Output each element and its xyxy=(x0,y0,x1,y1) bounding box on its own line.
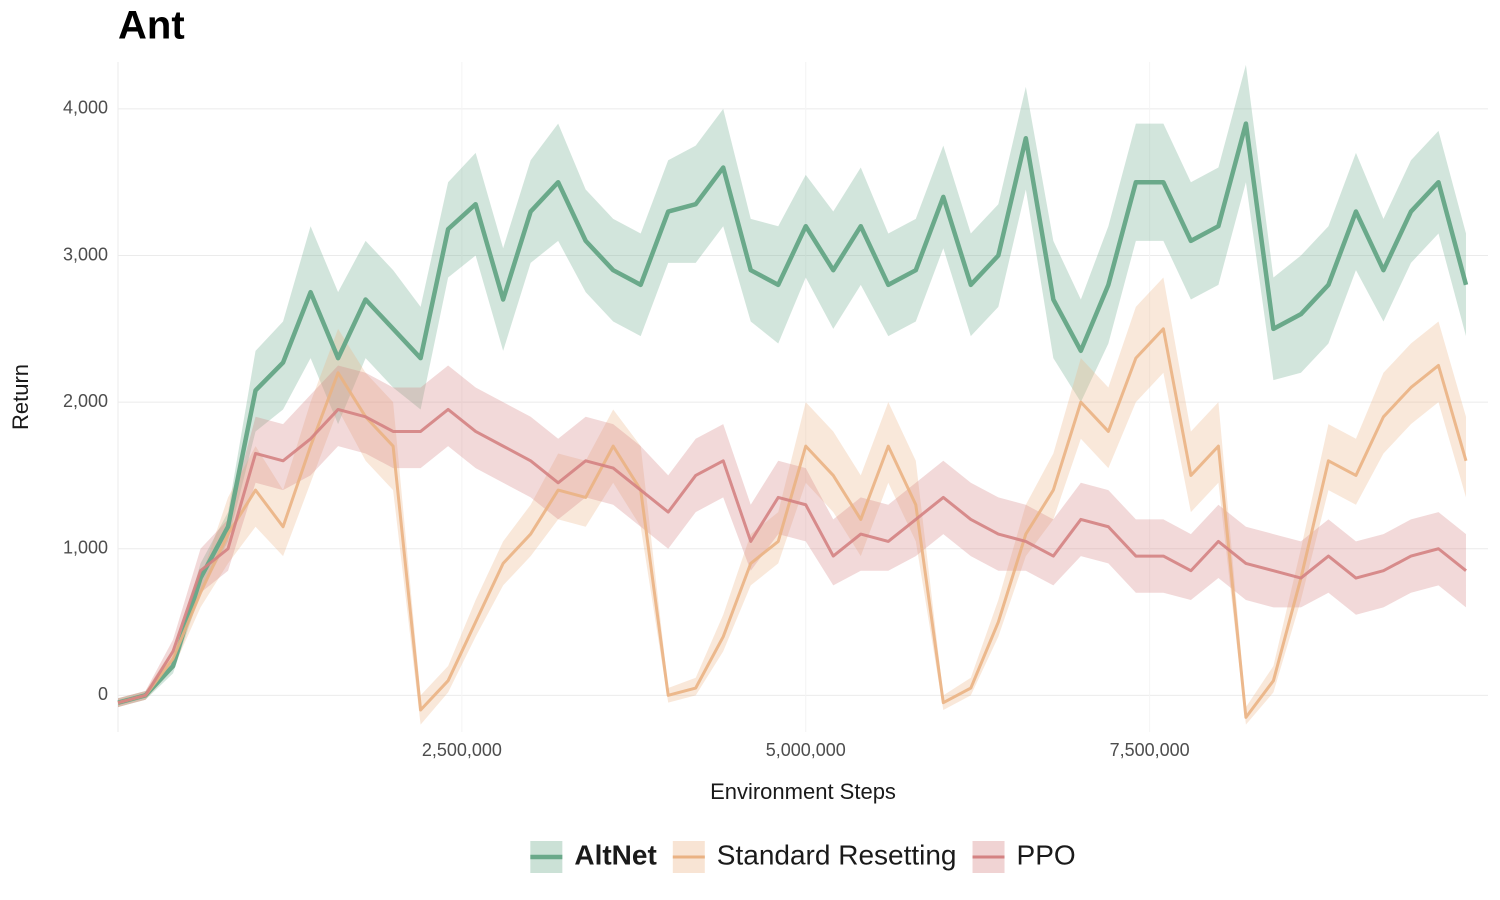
series-line xyxy=(117,327,1468,719)
series-line xyxy=(117,407,1467,705)
x-tick-label: 2,500,000 xyxy=(422,740,502,760)
legend-label: Standard Resetting xyxy=(717,839,957,870)
x-axis-title: Environment Steps xyxy=(710,779,896,804)
chart-title: Ant xyxy=(118,4,185,48)
confidence-band xyxy=(118,365,1466,708)
legend-label: AltNet xyxy=(574,839,656,870)
y-axis-title: Return xyxy=(8,364,33,430)
y-tick-label: 2,000 xyxy=(63,391,108,411)
legend-label: PPO xyxy=(1017,839,1076,870)
y-tick-label: 1,000 xyxy=(63,537,108,557)
y-tick-label: 0 xyxy=(98,684,108,704)
x-tick-label: 7,500,000 xyxy=(1110,740,1190,760)
y-tick-label: 3,000 xyxy=(63,244,108,264)
y-tick-label: 4,000 xyxy=(63,98,108,118)
series-line xyxy=(117,121,1469,705)
x-tick-label: 5,000,000 xyxy=(766,740,846,760)
